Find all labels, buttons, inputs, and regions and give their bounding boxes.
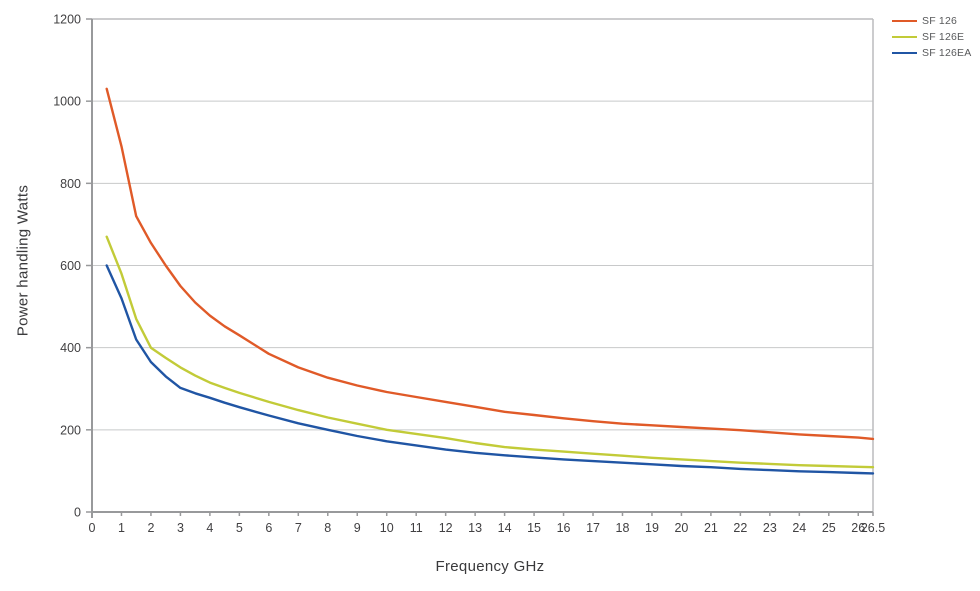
- x-tick-label-18: 18: [616, 521, 630, 535]
- x-tick-label-6: 6: [265, 521, 272, 535]
- y-tick-label-1200: 1200: [53, 13, 81, 27]
- x-tick-label-7: 7: [295, 521, 302, 535]
- y-axis-title: Power handling Watts: [14, 184, 32, 337]
- legend-line-swatch: [892, 20, 917, 22]
- series-line-sf-126e: [105, 235, 875, 469]
- x-tick-label-26.5: 26.5: [861, 521, 885, 535]
- y-tick-label-1000: 1000: [53, 95, 81, 109]
- x-tick-label-1: 1: [118, 521, 125, 535]
- legend-label: SF 126: [922, 15, 958, 27]
- series-line-sf-126: [105, 87, 875, 441]
- x-tick-label-0: 0: [89, 521, 96, 535]
- legend-item: SF 126: [892, 13, 971, 29]
- y-tick-label-200: 200: [60, 423, 81, 437]
- x-tick-label-5: 5: [236, 521, 243, 535]
- legend-label: SF 126EA: [922, 47, 972, 59]
- x-tick-label-9: 9: [354, 521, 361, 535]
- x-tick-label-21: 21: [704, 521, 718, 535]
- y-tick-label-600: 600: [60, 259, 81, 273]
- x-tick-label-22: 22: [733, 521, 747, 535]
- legend-line-swatch: [892, 52, 917, 54]
- x-tick-label-4: 4: [206, 521, 213, 535]
- x-tick-label-24: 24: [792, 521, 806, 535]
- legend-item: SF 126EA: [892, 45, 971, 61]
- y-tick-label-800: 800: [60, 177, 81, 191]
- x-tick-label-15: 15: [527, 521, 541, 535]
- x-tick-label-14: 14: [498, 521, 512, 535]
- x-tick-label-25: 25: [822, 521, 836, 535]
- legend-item: SF 126E: [892, 29, 971, 45]
- legend-line-swatch: [892, 36, 917, 38]
- x-tick-label-11: 11: [410, 521, 423, 535]
- x-tick-label-3: 3: [177, 521, 184, 535]
- x-tick-label-23: 23: [763, 521, 777, 535]
- x-tick-label-10: 10: [380, 521, 394, 535]
- x-tick-label-19: 19: [645, 521, 659, 535]
- x-tick-label-16: 16: [557, 521, 571, 535]
- y-tick-label-400: 400: [60, 341, 81, 355]
- x-tick-label-2: 2: [147, 521, 154, 535]
- series-line-sf-126ea: [105, 264, 875, 475]
- x-tick-label-12: 12: [439, 521, 453, 535]
- x-tick-label-17: 17: [586, 521, 600, 535]
- legend-label: SF 126E: [922, 31, 965, 43]
- x-tick-label-20: 20: [674, 521, 688, 535]
- y-tick-label-0: 0: [74, 506, 81, 520]
- x-tick-label-13: 13: [468, 521, 482, 535]
- x-tick-label-8: 8: [324, 521, 331, 535]
- x-axis-title: Frequency GHz: [435, 558, 545, 575]
- x-tick-label-26: 26: [851, 521, 865, 535]
- legend: SF 126 SF 126E SF 126EA: [892, 13, 971, 61]
